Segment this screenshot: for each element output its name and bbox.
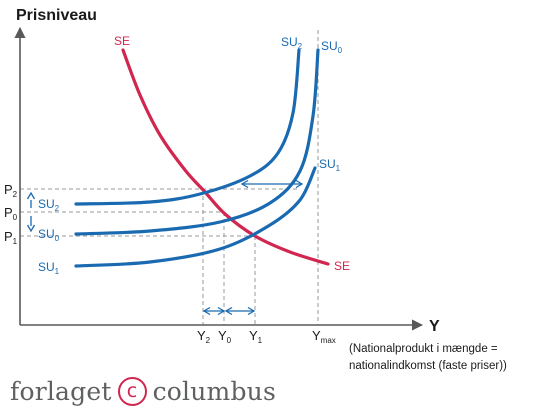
price-label-p0: P0 xyxy=(4,205,18,222)
y-axis-title: Prisniveau xyxy=(16,7,97,24)
output-label-ymax: Ymax xyxy=(312,328,336,345)
output-label-y1: Y1 xyxy=(249,328,263,345)
label-su1-right: SU1 xyxy=(319,157,341,173)
shift-arrow-y2-y0-head-start xyxy=(202,306,211,316)
label-su1-left: SU1 xyxy=(38,260,60,276)
price-arrow-down-head xyxy=(26,224,36,233)
output-label-y0: Y0 xyxy=(218,328,232,345)
x-axis-note-line1: (Nationalprodukt i mængde = xyxy=(349,343,498,355)
x-axis-note-line2: nationalindkomst (faste priser)) xyxy=(349,360,507,372)
shift-arrow-upper-head-start xyxy=(240,179,249,189)
price-arrow-up-head xyxy=(26,191,36,200)
shift-arrow-upper-head-end xyxy=(295,179,304,189)
curve-su2 xyxy=(74,48,301,206)
label-su0-top: SU0 xyxy=(321,39,343,55)
curves xyxy=(74,48,330,268)
logo-text-right: columbus xyxy=(152,377,276,406)
logo-text-left: forlaget xyxy=(10,377,112,406)
output-label-y2: Y2 xyxy=(197,328,211,345)
label-se-bottom: SE xyxy=(334,259,350,273)
shift-arrow-y0-y1-head-end xyxy=(247,306,256,316)
label-su2-left: SU2 xyxy=(38,197,60,213)
label-se-top: SE xyxy=(114,34,130,48)
guide-lines xyxy=(20,30,319,325)
label-su2-top: SU2 xyxy=(281,35,303,51)
chart-labels: P2 P0 P1 Y2 Y0 Y1 Ymax SE SE SU2 SU0 SU1 SU2 SU0 SU1 xyxy=(4,34,350,345)
shift-arrow-y0-y1-head-start xyxy=(224,306,233,316)
publisher-logo: forlaget c columbus xyxy=(10,377,276,408)
price-label-p1: P1 xyxy=(4,229,18,246)
curve-su0 xyxy=(74,48,320,236)
shift-arrows xyxy=(26,179,304,316)
price-label-p2: P2 xyxy=(4,182,18,199)
label-su0-left: SU0 xyxy=(38,227,60,243)
shift-arrow-y2-y0-head-end xyxy=(217,306,226,316)
logo-copyright-icon: c xyxy=(117,377,147,406)
x-axis-title: Y xyxy=(429,318,440,335)
curve-su1 xyxy=(74,166,317,268)
